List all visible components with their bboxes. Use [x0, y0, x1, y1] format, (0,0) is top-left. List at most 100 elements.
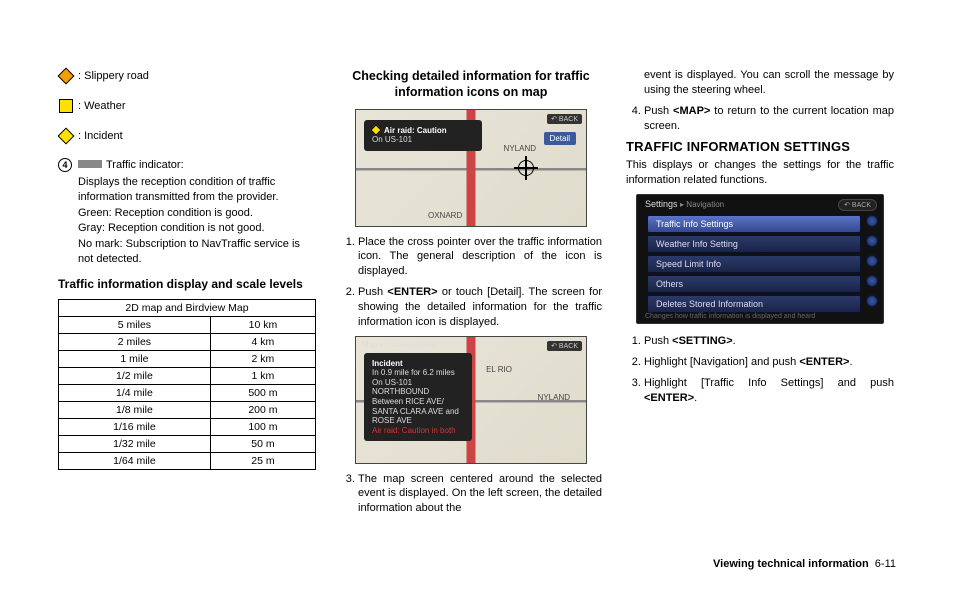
footer-page: 6-11	[875, 558, 896, 570]
scroll-knobs	[866, 215, 880, 307]
slippery-road-icon	[58, 68, 74, 84]
back-button[interactable]: ↶ BACK	[547, 114, 582, 124]
table-row: 1/8 mile200 m	[59, 401, 316, 418]
col2-title: Checking detailed information for traffi…	[340, 68, 602, 101]
incident-detail-popup: Incident In 0.9 mile for 6.2 miles On US…	[364, 353, 472, 442]
indicator-description: Displays the reception condition of traf…	[78, 175, 316, 267]
detail-button[interactable]: Detail	[544, 132, 576, 145]
settings-step-3: Highlight [Traffic Info Settings] and pu…	[644, 376, 894, 406]
traffic-indicator-row: 4 Traffic indicator:	[58, 158, 316, 173]
column-3: event is displayed. You can scroll the m…	[626, 68, 894, 522]
popup-line: In 0.9 mile for 6.2 miles	[372, 368, 464, 378]
map-screenshot-1: ↶ BACK Air raid: Caution On US-101 Detai…	[355, 109, 587, 227]
table-row: 1/2 mile1 km	[59, 367, 316, 384]
scale-header: 2D map and Birdview Map	[59, 299, 316, 316]
map-screenshot-2: Map ▸ Incident Detail ↶ BACK Incident In…	[355, 336, 587, 464]
scale-title: Traffic information display and scale le…	[58, 277, 316, 293]
table-cell: 500 m	[210, 384, 315, 401]
table-cell: 1/2 mile	[59, 367, 211, 384]
table-cell: 1/32 mile	[59, 435, 211, 452]
settings-menu-item[interactable]: Deletes Stored Information	[647, 295, 861, 313]
map-label: OXNARD	[428, 211, 462, 220]
legend-text: : Slippery road	[78, 70, 149, 82]
incident-icon	[58, 128, 74, 144]
indicator-gray: Gray: Reception condition is not good.	[78, 221, 316, 236]
page-footer: Viewing technical information 6-11	[713, 558, 896, 570]
settings-menu-item[interactable]: Speed Limit Info	[647, 255, 861, 273]
legend-weather: : Weather	[58, 98, 316, 114]
col3-step4: Push <MAP> to return to the current loca…	[626, 104, 894, 134]
indicator-green: Green: Reception condition is good.	[78, 206, 316, 221]
map-popup: Air raid: Caution On US-101	[364, 120, 482, 151]
table-cell: 2 km	[210, 350, 315, 367]
popup-line: Air raid: Caution	[384, 126, 447, 136]
knob-icon	[866, 295, 878, 307]
popup-line: On US-101	[372, 135, 474, 145]
popup-line: ROSE AVE	[372, 416, 464, 426]
crosshair-icon	[514, 156, 538, 180]
col2-steps: Place the cross pointer over the traffic…	[340, 235, 602, 330]
table-row: 1 mile2 km	[59, 350, 316, 367]
table-cell: 1 km	[210, 367, 315, 384]
weather-icon	[58, 98, 74, 114]
settings-menu-item[interactable]: Traffic Info Settings	[647, 215, 861, 233]
column-2: Checking detailed information for traffi…	[340, 68, 602, 522]
popup-line: Between RICE AVE/	[372, 397, 464, 407]
step3-continuation: event is displayed. You can scroll the m…	[626, 68, 894, 98]
table-cell: 200 m	[210, 401, 315, 418]
settings-menu-item[interactable]: Others	[647, 275, 861, 293]
popup-line: SANTA CLARA AVE and	[372, 407, 464, 417]
settings-steps: Push <SETTING>. Highlight [Navigation] a…	[626, 334, 894, 405]
map2-header: Map ▸ Incident Detail	[362, 340, 437, 349]
traffic-settings-heading: TRAFFIC INFORMATION SETTINGS	[626, 139, 894, 154]
settings-step-1: Push <SETTING>.	[644, 334, 894, 349]
settings-footer: Changes how traffic information is displ…	[645, 313, 815, 320]
table-cell: 100 m	[210, 418, 315, 435]
indicator-desc: Displays the reception condition of traf…	[78, 175, 316, 205]
legend-text: : Weather	[78, 100, 126, 112]
table-cell: 2 miles	[59, 333, 211, 350]
step-1: Place the cross pointer over the traffic…	[358, 235, 602, 280]
settings-step-2: Highlight [Navigation] and push <ENTER>.	[644, 355, 894, 370]
page-columns: : Slippery road : Weather : Incident 4 T…	[58, 68, 896, 522]
table-row: 1/32 mile50 m	[59, 435, 316, 452]
column-1: : Slippery road : Weather : Incident 4 T…	[58, 68, 316, 522]
knob-icon	[866, 275, 878, 287]
settings-screenshot: Settings ▸ Navigation ↶ BACK Traffic Inf…	[636, 194, 884, 324]
table-row: 1/4 mile500 m	[59, 384, 316, 401]
map-label: EL RIO	[486, 365, 512, 374]
step-2: Push <ENTER> or touch [Detail]. The scre…	[358, 285, 602, 330]
scale-table: 2D map and Birdview Map 5 miles10 km2 mi…	[58, 299, 316, 470]
settings-intro: This displays or changes the settings fo…	[626, 158, 894, 188]
step-4: Push <MAP> to return to the current loca…	[644, 104, 894, 134]
settings-header: Settings ▸ Navigation	[645, 199, 724, 209]
table-row: 1/16 mile100 m	[59, 418, 316, 435]
table-cell: 10 km	[210, 316, 315, 333]
back-button[interactable]: ↶ BACK	[547, 341, 582, 351]
back-button[interactable]: ↶ BACK	[838, 199, 877, 211]
map-label: NYLAND	[504, 144, 536, 153]
table-cell: 50 m	[210, 435, 315, 452]
table-cell: 1/16 mile	[59, 418, 211, 435]
traffic-indicator-icon	[78, 160, 102, 168]
knob-icon	[866, 215, 878, 227]
step-3: The map screen centered around the selec…	[358, 472, 602, 517]
table-cell: 1/4 mile	[59, 384, 211, 401]
knob-icon	[866, 235, 878, 247]
knob-icon	[866, 255, 878, 267]
indicator-label: Traffic indicator:	[106, 158, 184, 173]
footer-section: Viewing technical information	[713, 558, 869, 570]
col2-steps-cont: The map screen centered around the selec…	[340, 472, 602, 517]
map-label: NYLAND	[538, 393, 570, 402]
table-cell: 1/64 mile	[59, 452, 211, 469]
legend-slippery: : Slippery road	[58, 68, 316, 84]
table-cell: 1 mile	[59, 350, 211, 367]
legend-text: : Incident	[78, 130, 123, 142]
table-row: 5 miles10 km	[59, 316, 316, 333]
settings-menu-item[interactable]: Weather Info Setting	[647, 235, 861, 253]
table-row: 1/64 mile25 m	[59, 452, 316, 469]
indicator-nomark: No mark: Subscription to NavTraffic serv…	[78, 237, 316, 267]
popup-line: On US-101	[372, 378, 464, 388]
table-cell: 25 m	[210, 452, 315, 469]
table-cell: 5 miles	[59, 316, 211, 333]
